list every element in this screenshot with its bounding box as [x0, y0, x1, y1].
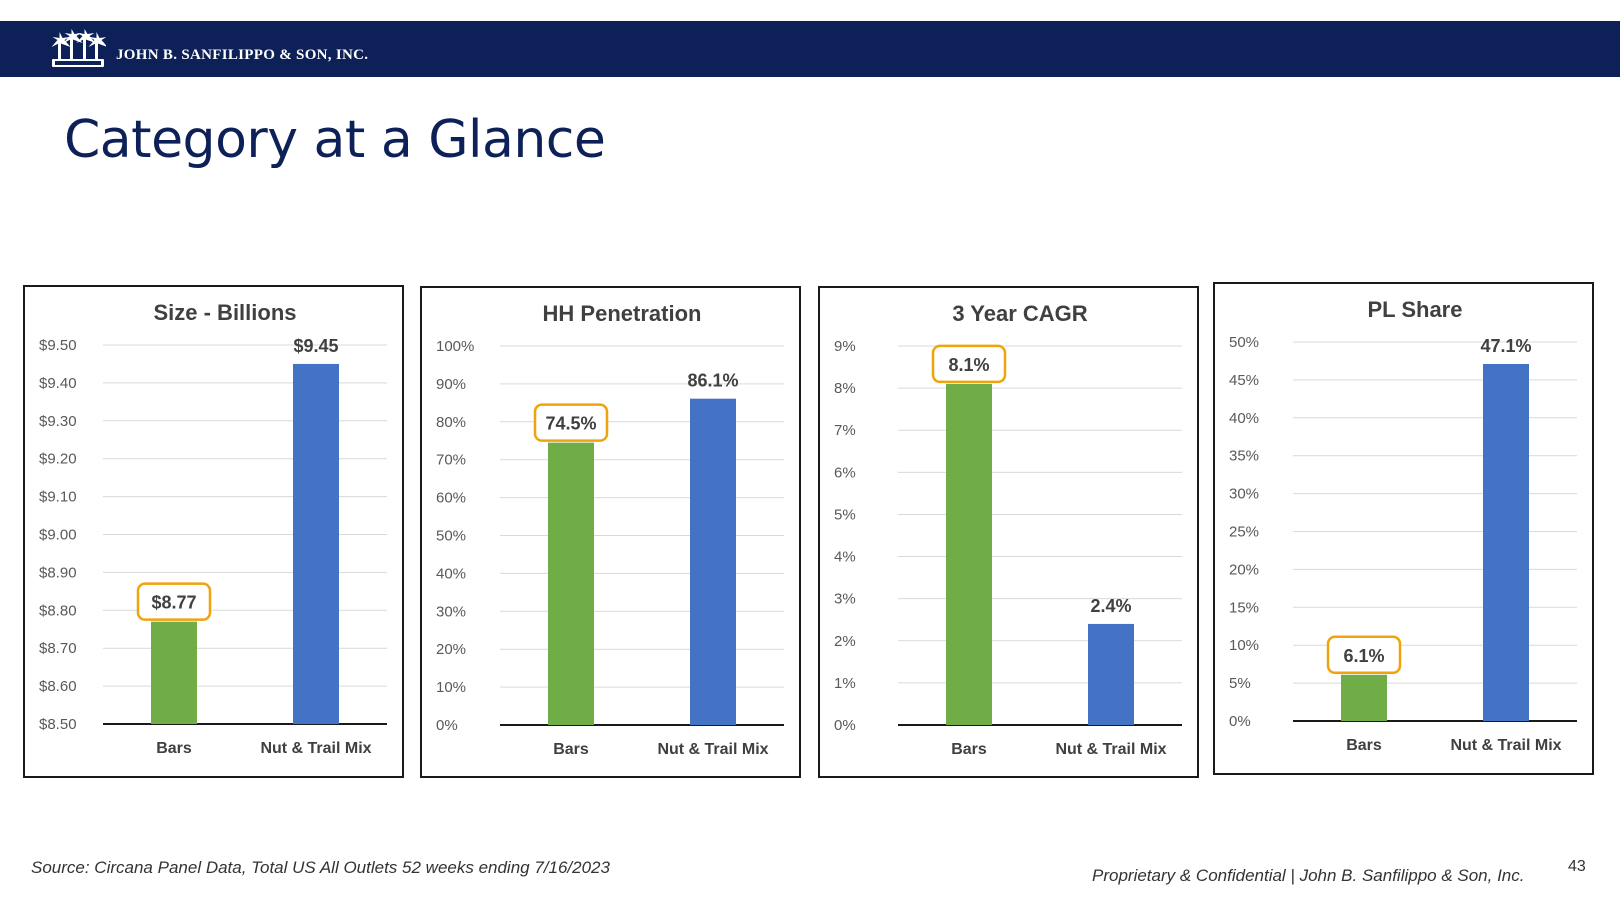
bar-cagr-nut-trail-mix — [1088, 623, 1134, 725]
data-label-size-bars: $8.77 — [151, 593, 196, 613]
y-tick-label-hh-penetration: 30% — [436, 603, 466, 620]
page-number: 43 — [1568, 858, 1586, 875]
y-tick-label-size: $8.70 — [39, 640, 77, 657]
bar-cagr-bars — [946, 383, 992, 725]
bar-hh-penetration-nut-trail-mix — [690, 398, 736, 725]
chart-svg-cagr: 3 Year CAGR 0% 1% 2% 3% 4% 5% 6% 7% 8% 9% Bars 8.1% N… — [834, 301, 1182, 758]
bar-hh-penetration-bars — [548, 442, 594, 725]
x-tick-label-size: Nut & Trail Mix — [260, 740, 371, 757]
data-label-hh-penetration-bars: 74.5% — [545, 414, 596, 434]
x-tick-label-pl-share: Bars — [1346, 737, 1382, 754]
x-tick-label-cagr: Nut & Trail Mix — [1055, 741, 1166, 758]
y-tick-label-cagr: 7% — [834, 422, 856, 439]
chart-title-cagr: 3 Year CAGR — [952, 301, 1087, 326]
y-tick-label-pl-share: 30% — [1229, 486, 1259, 503]
y-tick-label-hh-penetration: 50% — [436, 528, 466, 545]
value-highlight-box-cagr — [931, 344, 1007, 384]
y-tick-label-cagr: 6% — [834, 464, 856, 481]
chart-title-pl-share: PL Share — [1368, 297, 1463, 322]
y-tick-label-hh-penetration: 70% — [436, 452, 466, 469]
y-tick-label-hh-penetration: 100% — [436, 338, 474, 355]
chart-panel-hh-penetration: HH Penetration 0% 10% 20% 30% 40% 50% 60% 70% 80%… — [420, 286, 801, 778]
bar-pl-share-nut-trail-mix — [1483, 363, 1529, 721]
chart-panel-cagr: 3 Year CAGR 0% 1% 2% 3% 4% 5% 6% 7% 8% 9% Bars 8.1% N… — [818, 286, 1199, 778]
y-tick-label-hh-penetration: 20% — [436, 641, 466, 658]
data-label-size-nut-trail-mix: $9.45 — [293, 336, 338, 356]
y-tick-label-pl-share: 15% — [1229, 599, 1259, 616]
y-tick-label-size: $9.10 — [39, 489, 77, 506]
y-tick-label-size: $8.50 — [39, 716, 77, 733]
y-tick-label-hh-penetration: 90% — [436, 376, 466, 393]
header-bar: JOHN B. SANFILIPPO & SON, INC. — [0, 21, 1620, 77]
data-label-pl-share-nut-trail-mix: 47.1% — [1480, 336, 1531, 356]
chart-panel-pl-share: PL Share 0% 5% 10% 15% 20% 25% 30% 35% 40% 45% 50% B… — [1213, 282, 1594, 775]
bar-pl-share-bars — [1341, 674, 1387, 721]
chart-svg-size: Size - Billions $8.50 $8.60 $8.70 $8.80 $8.90… — [39, 300, 387, 757]
y-tick-label-size: $8.90 — [39, 564, 77, 581]
y-tick-label-pl-share: 5% — [1229, 675, 1251, 692]
bar-size-bars — [151, 621, 197, 724]
y-tick-label-hh-penetration: 10% — [436, 679, 466, 696]
value-highlight-box-size — [136, 582, 212, 621]
y-tick-label-size: $9.20 — [39, 451, 77, 468]
y-tick-label-hh-penetration: 80% — [436, 414, 466, 431]
palm-trees-logo-icon — [51, 29, 106, 67]
value-highlight-box-hh-penetration — [533, 403, 609, 442]
y-tick-label-pl-share: 25% — [1229, 524, 1259, 541]
data-label-cagr-nut-trail-mix: 2.4% — [1090, 596, 1131, 616]
y-tick-label-cagr: 8% — [834, 380, 856, 397]
x-tick-label-size: Bars — [156, 740, 192, 757]
y-tick-label-pl-share: 35% — [1229, 448, 1259, 465]
y-tick-label-cagr: 4% — [834, 549, 856, 566]
y-tick-label-pl-share: 45% — [1229, 372, 1259, 389]
y-tick-label-pl-share: 10% — [1229, 637, 1259, 654]
chart-panel-size: Size - Billions $8.50 $8.60 $8.70 $8.80 $8.90… — [23, 285, 404, 778]
y-tick-label-cagr: 1% — [834, 675, 856, 692]
y-tick-label-size: $9.00 — [39, 527, 77, 544]
y-tick-label-pl-share: 20% — [1229, 561, 1259, 578]
y-tick-label-pl-share: 50% — [1229, 334, 1259, 351]
x-tick-label-hh-penetration: Bars — [553, 741, 589, 758]
value-highlight-box-pl-share — [1326, 635, 1402, 675]
bar-size-nut-trail-mix — [293, 363, 339, 724]
data-label-cagr-bars: 8.1% — [948, 355, 989, 375]
confidential-note: Proprietary & Confidential | John B. San… — [1092, 866, 1525, 885]
y-tick-label-size: $9.30 — [39, 413, 77, 430]
chart-title-size: Size - Billions — [153, 300, 296, 325]
y-tick-label-cagr: 2% — [834, 633, 856, 650]
chart-svg-pl-share: PL Share 0% 5% 10% 15% 20% 25% 30% 35% 40% 45% 50% B… — [1229, 297, 1577, 754]
y-tick-label-hh-penetration: 40% — [436, 565, 466, 582]
y-tick-label-hh-penetration: 0% — [436, 717, 458, 734]
company-name: JOHN B. SANFILIPPO & SON, INC. — [116, 47, 369, 63]
y-tick-label-pl-share: 40% — [1229, 410, 1259, 427]
y-tick-label-cagr: 9% — [834, 338, 856, 355]
y-tick-label-cagr: 0% — [834, 717, 856, 734]
chart-svg-hh-penetration: HH Penetration 0% 10% 20% 30% 40% 50% 60% 70% 80%… — [436, 301, 784, 758]
y-tick-label-hh-penetration: 60% — [436, 490, 466, 507]
y-tick-label-size: $9.40 — [39, 375, 77, 392]
y-tick-label-size: $9.50 — [39, 337, 77, 354]
x-tick-label-hh-penetration: Nut & Trail Mix — [657, 741, 768, 758]
y-tick-label-cagr: 3% — [834, 591, 856, 608]
y-tick-label-pl-share: 0% — [1229, 713, 1251, 730]
y-tick-label-cagr: 5% — [834, 506, 856, 523]
x-tick-label-pl-share: Nut & Trail Mix — [1450, 737, 1561, 754]
data-label-hh-penetration-nut-trail-mix: 86.1% — [687, 371, 738, 391]
source-note: Source: Circana Panel Data, Total US All… — [31, 858, 610, 877]
y-tick-label-size: $8.80 — [39, 602, 77, 619]
y-tick-label-size: $8.60 — [39, 678, 77, 695]
x-tick-label-cagr: Bars — [951, 741, 987, 758]
data-label-pl-share-bars: 6.1% — [1343, 646, 1384, 666]
chart-title-hh-penetration: HH Penetration — [543, 301, 702, 326]
page-title: Category at a Glance — [64, 110, 606, 170]
